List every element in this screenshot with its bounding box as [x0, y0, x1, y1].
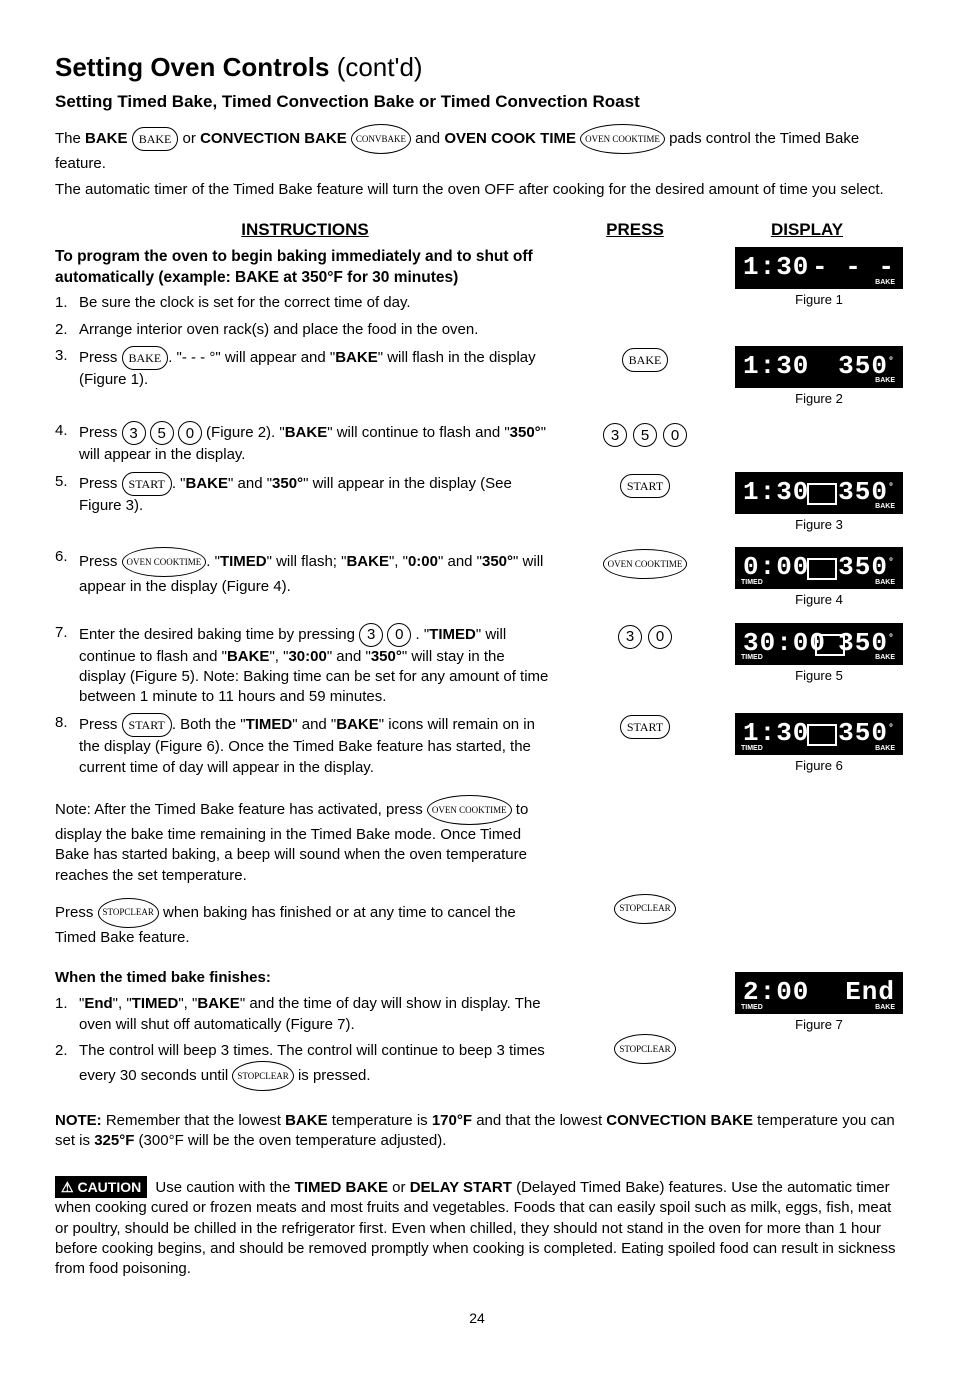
header-instructions: INSTRUCTIONS	[55, 219, 555, 242]
step-8: 8. Press START. Both the "TIMED" and "BA…	[55, 713, 555, 778]
display-col-1: 1:30 - - - BAKE Figure 1	[735, 247, 903, 323]
instructions-block-1: To program the oven to begin baking imme…	[55, 247, 555, 345]
note-stop-clear: Press STOPCLEAR when baking has finished…	[55, 892, 555, 954]
finish-step-1: "End", "TIMED", "BAKE" and the time of d…	[79, 994, 555, 1035]
step-2: Arrange interior oven rack(s) and place …	[79, 320, 555, 340]
display-figure-2: 1:30 350° BAKE	[735, 346, 903, 388]
step-3: 3. Press BAKE. "- - - °" will appear and…	[55, 346, 555, 390]
page-number: 24	[55, 1309, 899, 1328]
oven-cook-time-pad-icon: OVEN COOKTIME	[603, 549, 688, 579]
step-5: 5. Press START. "BAKE" and "350°" will a…	[55, 472, 555, 516]
press-bake: BAKE	[565, 346, 725, 372]
caution-paragraph: CAUTION Use caution with the TIMED BAKE …	[55, 1176, 899, 1280]
stop-clear-pad-icon: STOPCLEAR	[614, 894, 675, 924]
press-start-1: START	[565, 472, 725, 498]
press-30: 3 0	[565, 623, 725, 649]
column-headers: INSTRUCTIONS PRESS DISPLAY	[55, 219, 899, 242]
stop-clear-pad-icon: STOPCLEAR	[98, 898, 159, 928]
digit-3-pad-icon: 3	[122, 421, 146, 445]
finish-block: When the timed bake finishes: 1. "End", …	[55, 954, 555, 1097]
start-pad-icon: START	[122, 713, 172, 737]
title-suffix: (cont'd)	[329, 52, 422, 82]
digit-3-pad-icon: 3	[618, 625, 642, 649]
press-stop-clear-1: STOPCLEAR	[565, 892, 725, 924]
oven-cook-time-pad-icon: OVEN COOKTIME	[122, 547, 207, 577]
step-4: 4. Press 3 5 0 (Figure 2). "BAKE" will c…	[55, 421, 555, 465]
digit-0-pad-icon: 0	[663, 423, 687, 447]
display-figure-1: 1:30 - - - BAKE	[735, 247, 903, 289]
stop-clear-pad-icon: STOPCLEAR	[614, 1034, 675, 1064]
step-6: 6. Press OVEN COOKTIME. "TIMED" will fla…	[55, 547, 555, 597]
digit-3-pad-icon: 3	[359, 623, 383, 647]
display-figure-6: 1:30 350° TIMED BAKE	[735, 713, 903, 755]
digit-5-pad-icon: 5	[150, 421, 174, 445]
press-start-2: START	[565, 713, 725, 739]
footnote: NOTE: Remember that the lowest BAKE temp…	[55, 1111, 899, 1152]
bake-pad-icon: BAKE	[132, 127, 179, 151]
header-press: PRESS	[555, 219, 715, 242]
digit-5-pad-icon: 5	[633, 423, 657, 447]
digit-0-pad-icon: 0	[178, 421, 202, 445]
start-pad-icon: START	[620, 474, 670, 498]
bake-pad-icon: BAKE	[622, 348, 669, 372]
display-figure-5: 30:00 350° TIMED BAKE	[735, 623, 903, 665]
page-title: Setting Oven Controls (cont'd)	[55, 50, 899, 85]
oven-cook-time-pad-icon: OVEN COOKTIME	[580, 124, 665, 154]
header-display: DISPLAY	[715, 219, 899, 242]
digit-3-pad-icon: 3	[603, 423, 627, 447]
press-350: 3 5 0	[565, 421, 725, 447]
display-figure-3: 1:30 350° BAKE	[735, 472, 903, 514]
caution-badge: CAUTION	[55, 1176, 147, 1199]
finish-step-2: The control will beep 3 times. The contr…	[79, 1041, 555, 1091]
start-pad-icon: START	[122, 472, 172, 496]
press-oven-cook-time: OVEN COOKTIME	[565, 547, 725, 579]
display-figure-7: 2:00 End TIMED BAKE	[735, 972, 903, 1014]
step-7: 7. Enter the desired baking time by pres…	[55, 623, 555, 708]
oven-cook-time-pad-icon: OVEN COOKTIME	[427, 795, 512, 825]
note-after-activated: Note: After the Timed Bake feature has a…	[55, 789, 555, 892]
press-stop-clear-2: STOPCLEAR	[565, 954, 725, 1064]
intro-line-1: The BAKE BAKE or CONVECTION BAKE CONVBAK…	[55, 124, 899, 174]
intro-line-2: The automatic timer of the Timed Bake fe…	[55, 180, 899, 200]
stop-clear-pad-icon: STOPCLEAR	[232, 1061, 293, 1091]
title-main: Setting Oven Controls	[55, 52, 329, 82]
start-pad-icon: START	[620, 715, 670, 739]
bake-pad-icon: BAKE	[122, 346, 169, 370]
conv-bake-pad-icon: CONVBAKE	[351, 124, 411, 154]
step-1: Be sure the clock is set for the correct…	[79, 293, 555, 313]
digit-0-pad-icon: 0	[648, 625, 672, 649]
display-figure-4: 0:00 350° TIMED BAKE	[735, 547, 903, 589]
subtitle: Setting Timed Bake, Timed Convection Bak…	[55, 91, 899, 114]
digit-0-pad-icon: 0	[387, 623, 411, 647]
